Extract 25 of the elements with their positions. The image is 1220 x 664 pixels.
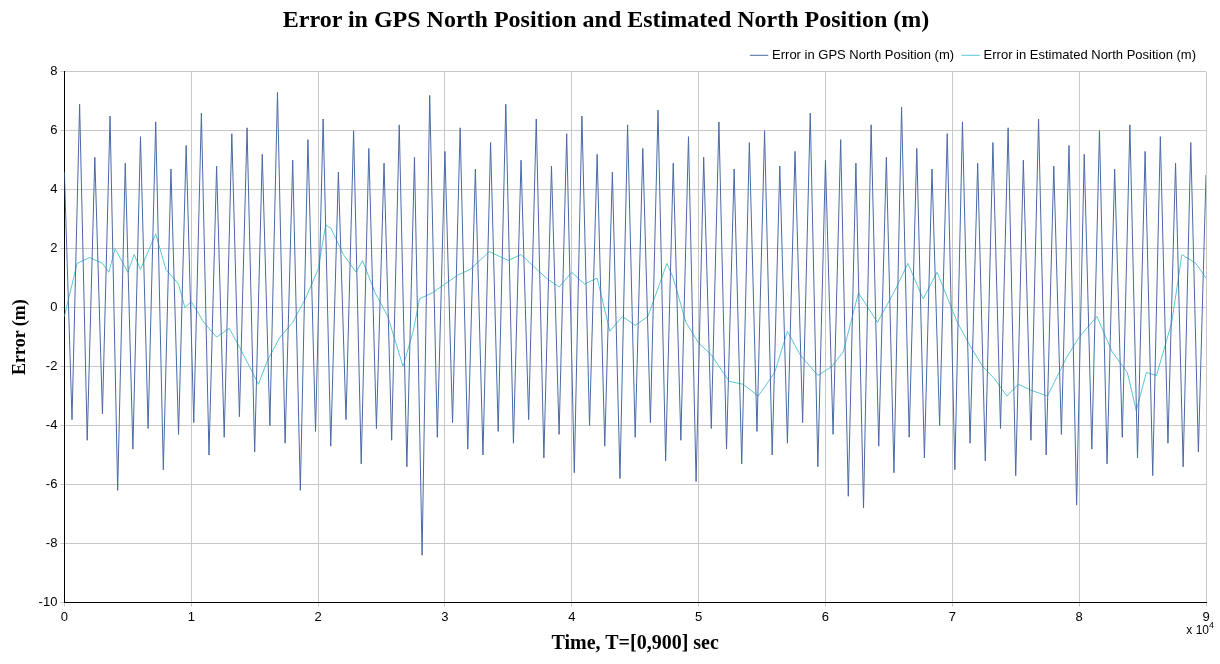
x-tick-label: 6 [821,608,830,624]
y-tick-label: -4 [45,417,58,433]
x-tick-label: 1 [187,608,195,624]
y-tick-label: 8 [50,63,58,79]
y-tick-label: 6 [50,122,58,138]
y-tick-label: -2 [45,358,58,374]
legend-label: Error in Estimated North Position (m) [983,46,1197,62]
x-axis-title: Time, T=[0,900] sec [551,631,719,654]
y-tick-label: -8 [45,535,58,551]
x-tick-label: 8 [1075,608,1083,624]
chart-title: Error in GPS North Position and Estimated North Position (m) [282,5,930,32]
y-tick-label: -10 [38,593,58,609]
y-tick-label: 4 [50,181,58,197]
legend-label: Error in GPS North Position (m) [772,46,955,62]
y-tick-label: 0 [50,299,58,315]
x-tick-label: 5 [695,608,703,624]
x-tick-label: 0 [60,608,69,624]
x-tick-label: 7 [948,608,956,624]
y-tick-label: 2 [50,240,58,256]
x-tick-label: 3 [441,608,449,624]
x-tick-label: 9 [1202,608,1210,624]
y-tick-label: -6 [45,476,58,492]
y-axis-title: Error (m) [9,299,31,376]
x-tick-label: 2 [314,608,322,624]
x-tick-label: 4 [568,608,576,624]
